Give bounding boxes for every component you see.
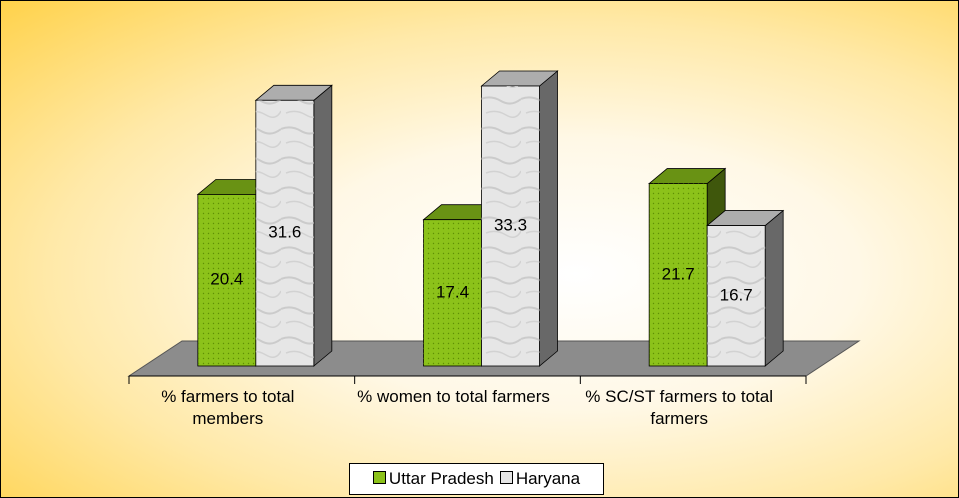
bar-texture bbox=[649, 183, 708, 366]
value-label: 17.4 bbox=[436, 282, 469, 301]
value-label: 21.7 bbox=[662, 264, 695, 283]
bar-texture bbox=[481, 86, 540, 366]
value-label: 31.6 bbox=[268, 223, 301, 242]
bar-side bbox=[313, 84, 333, 367]
bar-texture bbox=[255, 100, 314, 366]
x-tick-label: % women to total farmers bbox=[357, 387, 550, 406]
value-label: 16.7 bbox=[720, 285, 753, 304]
legend-swatch bbox=[372, 471, 386, 484]
value-label: 33.3 bbox=[494, 215, 527, 234]
x-tick-label: % SC/ST farmers to total farmers bbox=[585, 387, 773, 428]
legend-label: Haryana bbox=[515, 469, 581, 488]
bar-side bbox=[539, 70, 558, 367]
legend-item: Haryana bbox=[499, 469, 581, 489]
bar-texture bbox=[707, 225, 766, 366]
legend-item: Uttar Pradesh bbox=[372, 469, 494, 489]
legend: Uttar Pradesh Haryana bbox=[349, 463, 604, 495]
x-tick-label: % farmers to total members bbox=[161, 387, 295, 428]
value-label: 20.4 bbox=[210, 270, 243, 289]
legend-label: Uttar Pradesh bbox=[388, 469, 494, 488]
bar-texture bbox=[197, 194, 256, 366]
bar-texture bbox=[423, 219, 482, 366]
legend-swatch bbox=[499, 471, 513, 484]
bar-side bbox=[764, 209, 784, 367]
